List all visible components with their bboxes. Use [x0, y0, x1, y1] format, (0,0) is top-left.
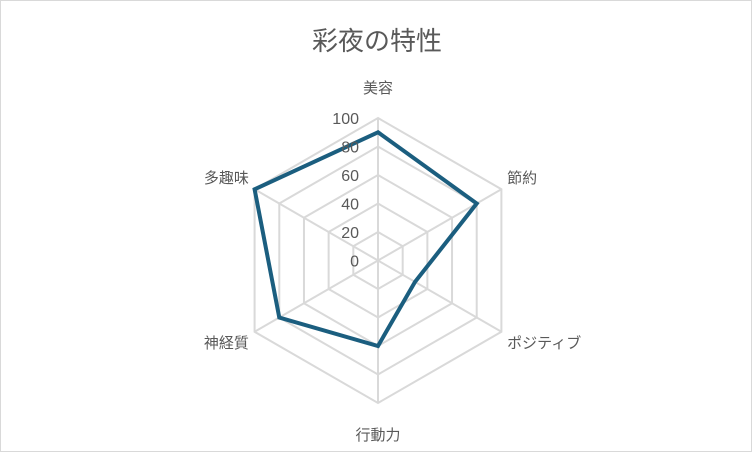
tick-label: 60	[341, 168, 359, 185]
chart-title: 彩夜の特性	[311, 27, 442, 57]
grid-spoke	[254, 259, 379, 333]
tick-label: 20	[341, 225, 359, 242]
category-label: 多趣味	[204, 169, 249, 187]
category-label: 行動力	[355, 426, 400, 444]
tick-label: 80	[341, 140, 359, 157]
grid-spoke	[377, 188, 502, 262]
tick-label: 100	[332, 111, 359, 128]
category-label: 節約	[507, 169, 537, 187]
grid-spoke	[377, 259, 502, 333]
category-label: ポジティブ	[507, 334, 581, 352]
grid-spoke	[254, 188, 379, 262]
category-label: 美容	[363, 79, 393, 97]
tick-label: 0	[350, 254, 359, 271]
tick-label: 40	[341, 197, 359, 214]
category-label: 神経質	[204, 334, 249, 352]
